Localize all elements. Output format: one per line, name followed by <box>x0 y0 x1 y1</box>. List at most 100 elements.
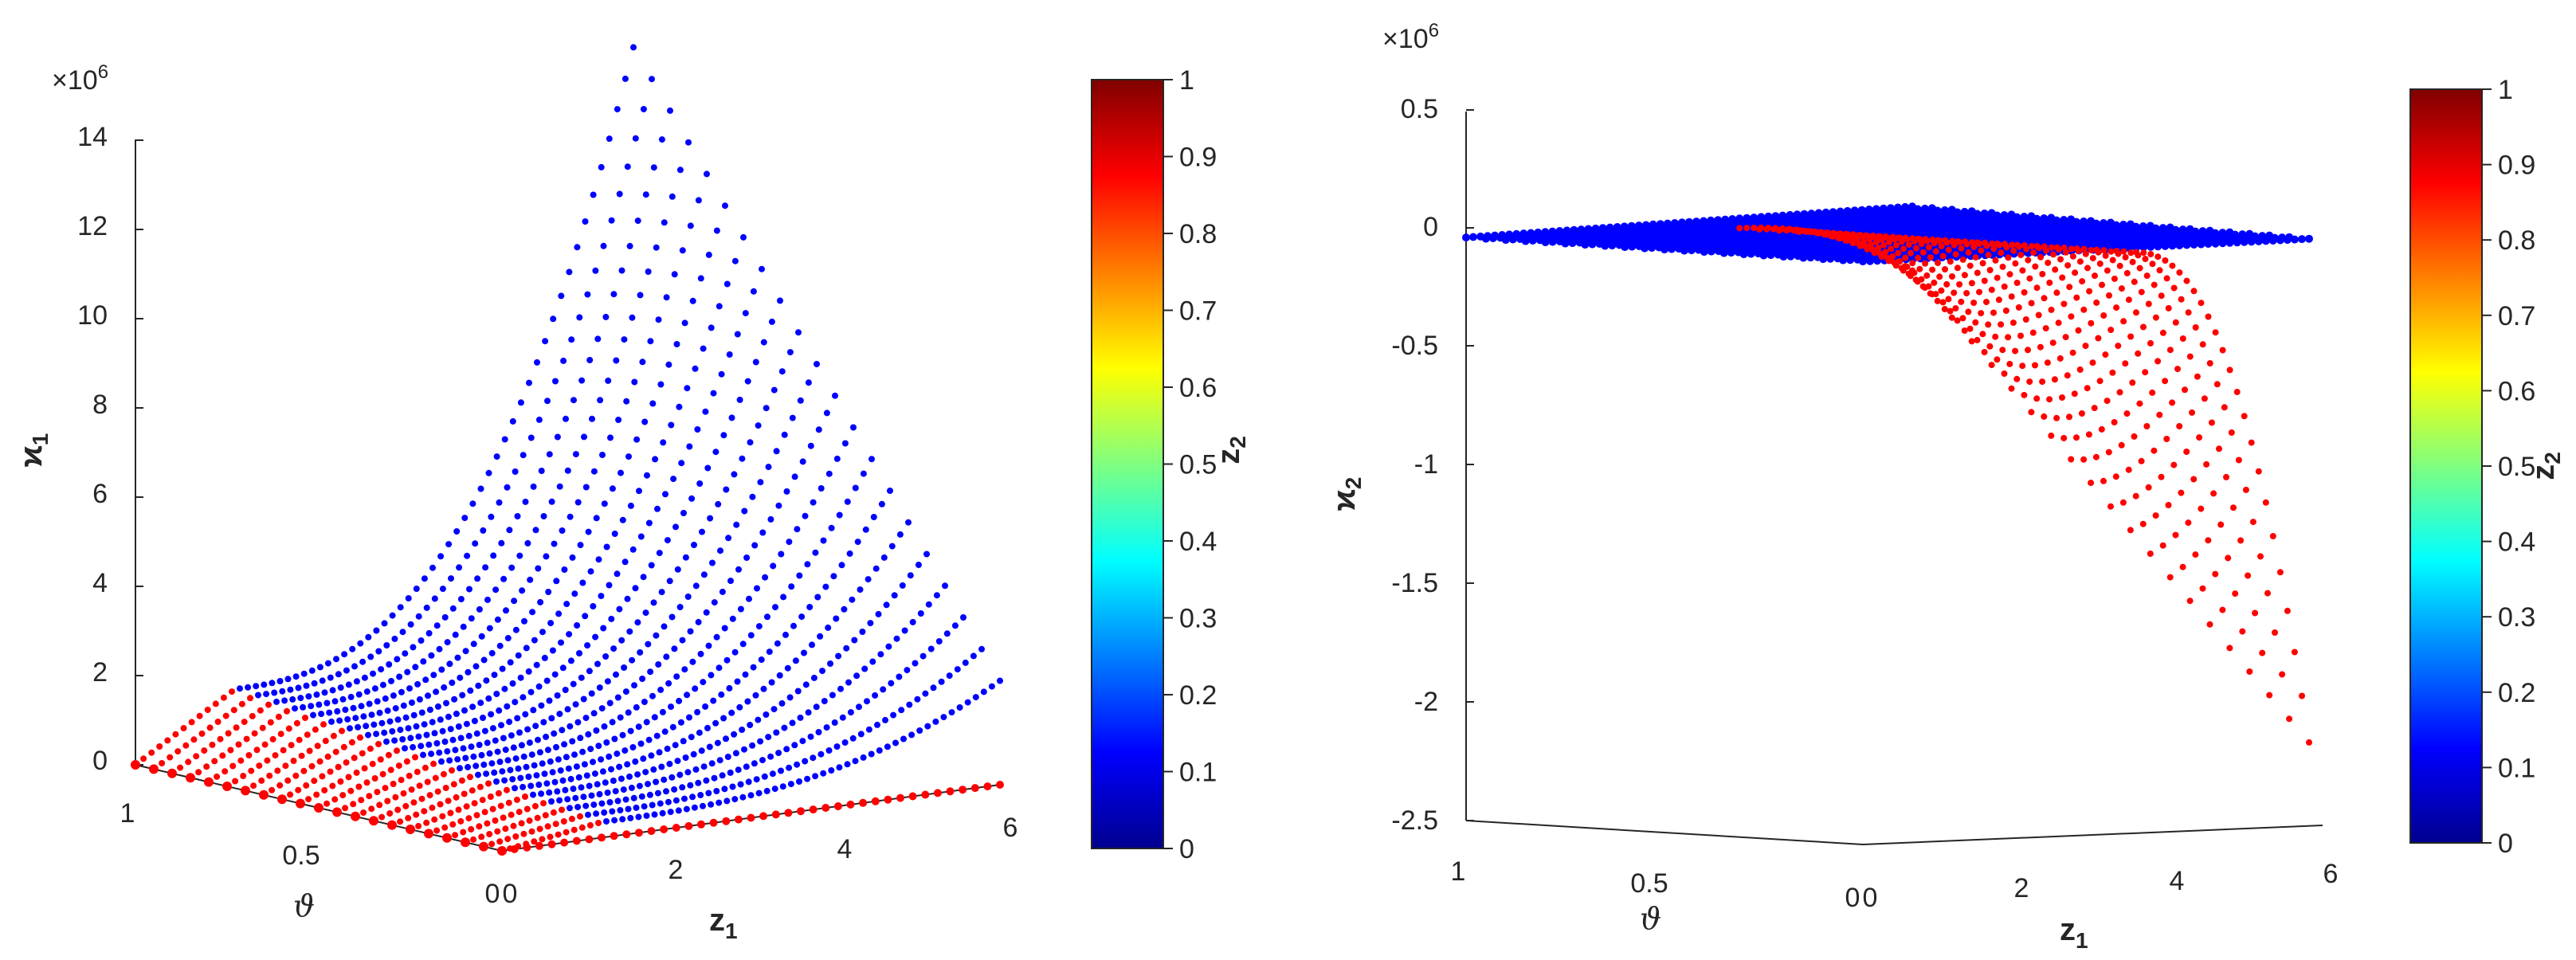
scatter-point <box>316 758 323 765</box>
scatter-point <box>227 746 234 754</box>
scatter-point <box>517 774 524 782</box>
scatter-point <box>2178 489 2185 496</box>
scatter-point <box>1743 214 1751 222</box>
scatter-point <box>490 552 497 559</box>
scatter-point <box>1965 308 1972 315</box>
right-zaxis-label: ϰ2 <box>1327 477 1366 511</box>
scatter-point <box>801 649 807 656</box>
scatter-point <box>2073 294 2080 301</box>
scatter-point <box>714 739 721 746</box>
scatter-point <box>608 217 615 224</box>
scatter-point <box>604 790 611 796</box>
scatter-point <box>1857 206 1866 214</box>
scatter-point <box>428 652 435 659</box>
scatter-point <box>712 719 719 727</box>
scatter-point <box>2198 300 2205 307</box>
scatter-point <box>369 816 378 826</box>
scatter-point <box>182 742 190 749</box>
scatter-point <box>558 639 564 646</box>
scatter-point <box>1994 356 2001 363</box>
scatter-point <box>2005 334 2012 341</box>
scatter-point <box>2162 257 2169 264</box>
scatter-point <box>547 840 556 848</box>
scatter-point <box>665 361 672 368</box>
scatter-point <box>635 813 642 821</box>
scatter-point <box>753 776 760 783</box>
scatter-point <box>485 780 492 787</box>
scatter-point <box>2048 432 2055 439</box>
scatter-point <box>377 756 384 763</box>
scatter-point <box>2246 668 2253 675</box>
scatter-point <box>880 554 888 561</box>
scatter-point <box>476 742 483 748</box>
scatter-point <box>263 691 270 698</box>
scatter-point <box>2135 350 2142 357</box>
scatter-point <box>438 758 445 765</box>
scatter-point <box>1976 288 1982 296</box>
scatter-point <box>2020 213 2029 221</box>
scatter-point <box>355 691 363 698</box>
scatter-point <box>648 562 655 569</box>
scatter-point <box>203 763 210 770</box>
scatter-point <box>599 768 606 775</box>
scatter-point <box>1956 239 1963 246</box>
scatter-point <box>843 645 850 652</box>
scatter-point <box>884 795 892 804</box>
scatter-point <box>464 552 471 559</box>
scatter-point <box>645 641 652 648</box>
scatter-point <box>469 500 476 507</box>
scatter-point <box>384 707 391 715</box>
scatter-point <box>575 774 582 781</box>
scatter-point <box>972 694 979 701</box>
scatter-point <box>883 601 890 609</box>
scatter-point <box>406 772 413 779</box>
scatter-point <box>2037 343 2044 351</box>
scatter-point <box>484 596 491 603</box>
scatter-point <box>212 700 219 707</box>
scatter-point <box>831 719 838 726</box>
scatter-point <box>1992 333 1999 340</box>
scatter-point <box>732 750 739 757</box>
scatter-point <box>554 788 561 795</box>
scatter-point <box>485 469 492 476</box>
scatter-point <box>692 685 699 692</box>
scatter-point <box>564 706 571 713</box>
scatter-point <box>1836 207 1845 216</box>
scatter-point <box>2139 520 2147 527</box>
scatter-point <box>441 739 449 745</box>
scatter-point <box>186 773 195 783</box>
scatter-point <box>1952 251 1959 258</box>
scatter-point <box>424 778 431 786</box>
scatter-point <box>2138 457 2145 464</box>
scatter-point <box>494 748 501 755</box>
scatter-point <box>588 792 595 799</box>
scatter-point <box>498 847 506 855</box>
scatter-point <box>2125 296 2132 304</box>
scatter-point <box>784 809 793 817</box>
scatter-point <box>331 796 339 803</box>
scatter-point <box>718 370 725 378</box>
scatter-point <box>1641 221 1650 229</box>
scatter-point <box>495 790 502 797</box>
scatter-point <box>131 760 140 770</box>
scatter-point <box>532 723 539 730</box>
scatter-point <box>327 674 334 681</box>
scatter-point <box>487 793 494 800</box>
scatter-point <box>681 319 688 327</box>
scatter-point <box>689 658 696 665</box>
scatter-point <box>452 746 459 754</box>
scatter-point <box>1850 206 1859 215</box>
scatter-point <box>773 729 780 736</box>
scatter-point <box>611 817 618 824</box>
scatter-point <box>2106 292 2112 299</box>
scatter-point <box>353 678 360 685</box>
scatter-point <box>640 755 647 762</box>
scatter-point <box>651 714 658 721</box>
scatter-point <box>633 804 640 811</box>
scatter-point <box>833 455 841 462</box>
scatter-point <box>852 758 859 765</box>
scatter-point <box>713 227 720 234</box>
scatter-point <box>774 640 781 647</box>
scatter-point <box>707 515 714 522</box>
scatter-point <box>2133 309 2139 316</box>
